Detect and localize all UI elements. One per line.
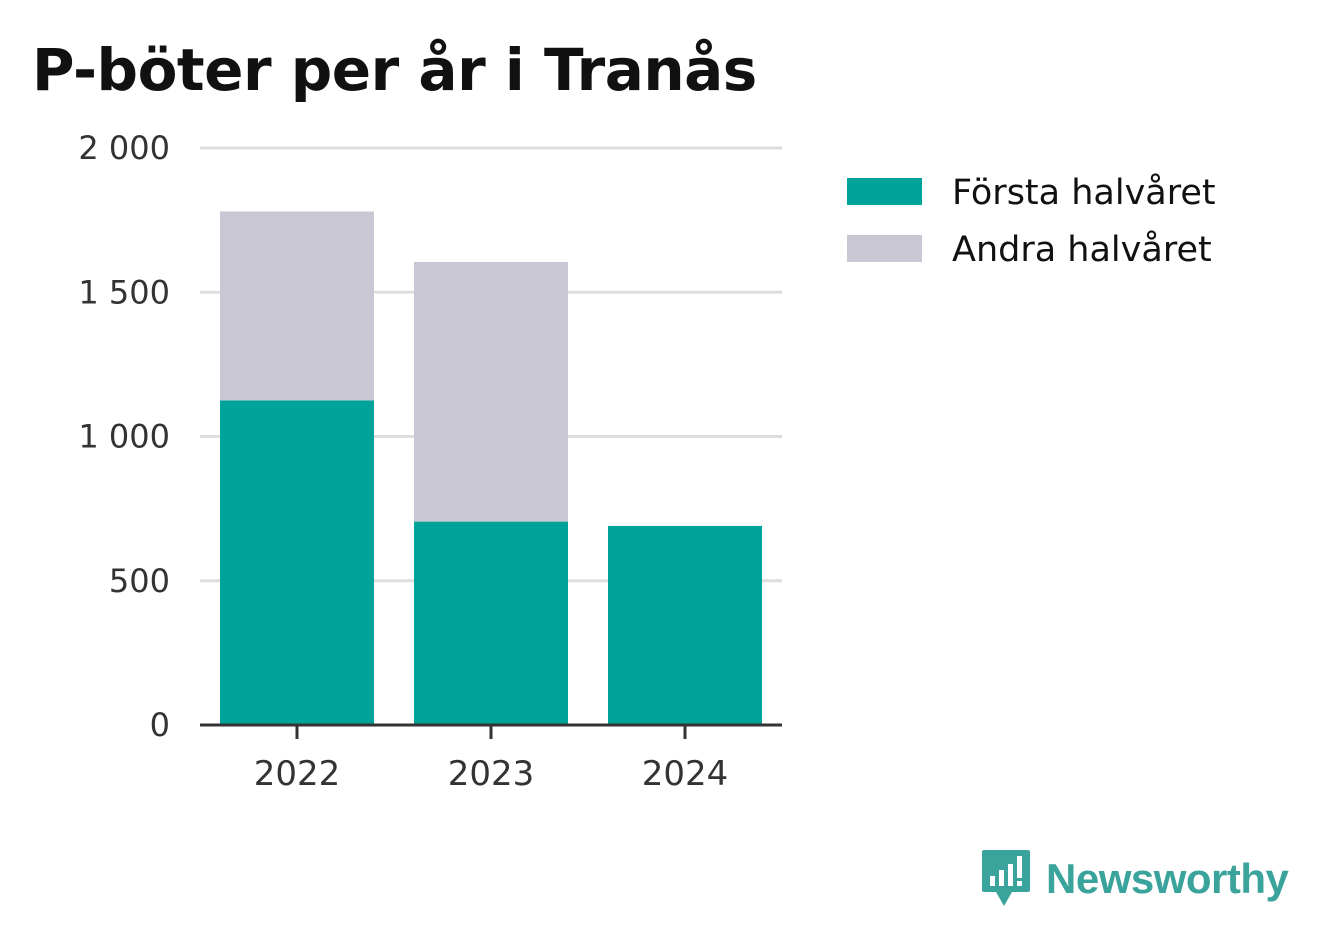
y-tick-label: 0 bbox=[150, 706, 170, 744]
bar-segment bbox=[414, 521, 568, 725]
y-tick-label: 1 500 bbox=[78, 273, 170, 311]
legend-label: Första halvåret bbox=[952, 172, 1216, 213]
y-tick-label: 1 000 bbox=[78, 418, 170, 456]
chart-title: P-böter per år i Tranås bbox=[32, 36, 757, 104]
x-tick-label: 2024 bbox=[642, 754, 729, 794]
x-tick-label: 2022 bbox=[254, 754, 341, 794]
bar-segment bbox=[220, 400, 374, 725]
bars bbox=[220, 211, 762, 725]
newsworthy-logo-icon bbox=[982, 850, 1030, 906]
legend: Första halvåret Andra halvåret bbox=[847, 172, 1216, 270]
y-axis-ticks: 0 500 1 000 1 500 2 000 bbox=[78, 129, 170, 744]
x-axis-ticks: 2022 2023 2024 bbox=[254, 725, 729, 794]
bar-segment bbox=[608, 525, 762, 725]
brand-name: Newsworthy bbox=[1046, 855, 1289, 902]
x-tick-label: 2023 bbox=[448, 754, 535, 794]
legend-swatch bbox=[847, 235, 922, 262]
bar-segment bbox=[414, 261, 568, 522]
legend-swatch bbox=[847, 178, 922, 205]
y-tick-label: 500 bbox=[109, 562, 170, 600]
y-tick-label: 2 000 bbox=[78, 129, 170, 167]
bar-segment bbox=[220, 211, 374, 401]
legend-label: Andra halvåret bbox=[952, 229, 1212, 270]
newsworthy-logo: Newsworthy bbox=[980, 848, 1289, 910]
